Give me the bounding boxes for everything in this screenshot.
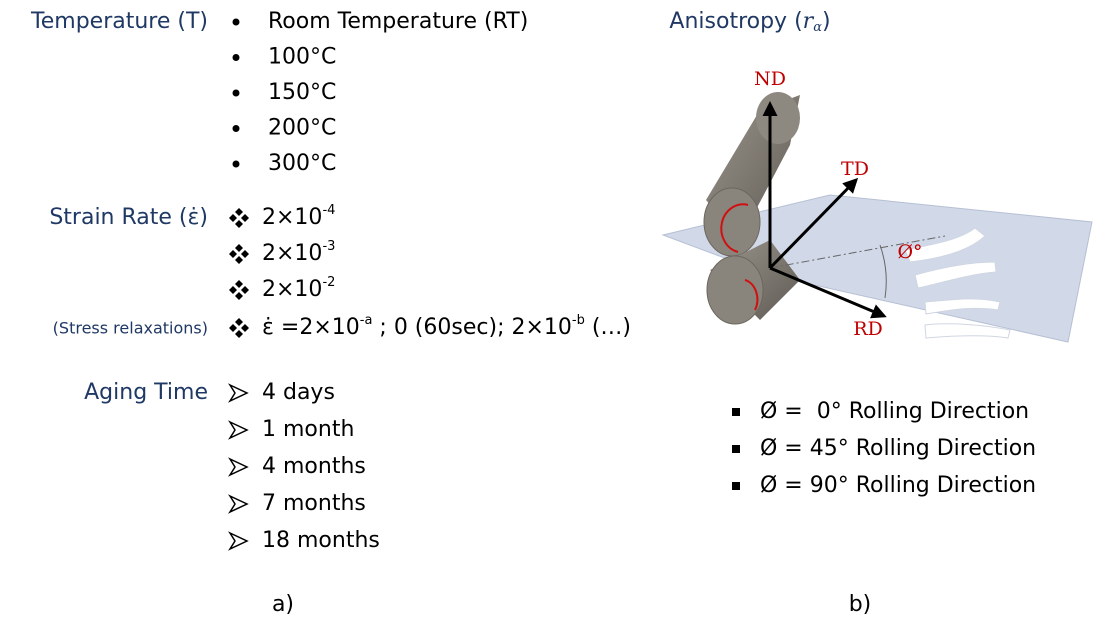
label: Temperature (T) [30, 9, 208, 34]
bullet [230, 385, 247, 401]
item-text: ; 0 (60sec); 2×10 [372, 315, 571, 340]
bullet [233, 19, 240, 26]
caption: b) [849, 592, 872, 617]
superscript: -2 [322, 275, 335, 290]
axis-label: TD [841, 158, 869, 180]
bullet [235, 208, 243, 216]
bullet [732, 482, 740, 490]
item: 200°C [268, 116, 336, 141]
item: Room Temperature (RT) [268, 9, 528, 34]
bullet [235, 330, 243, 338]
illustration [663, 92, 1092, 342]
bullet [233, 161, 240, 168]
superscript: -b [572, 313, 585, 328]
label: (Stress relaxations) [53, 319, 208, 338]
item: 2×10-2 [262, 275, 335, 303]
item: 100°C [268, 45, 336, 70]
item: Ø = 90° Rolling Direction [760, 473, 1036, 498]
title-text: ) [822, 9, 831, 34]
item-text: 2×10 [262, 277, 322, 302]
item: Ø = 45° Rolling Direction [760, 436, 1036, 461]
bullet [230, 496, 247, 512]
bullet [230, 422, 247, 438]
bullet [241, 286, 249, 294]
bullet [235, 220, 243, 228]
label: Aging Time [84, 380, 208, 405]
bullet [230, 459, 247, 475]
item: Ø = 0° Rolling Direction [760, 399, 1029, 424]
bullet [732, 408, 740, 416]
bullet [235, 280, 243, 288]
bullet [233, 90, 240, 97]
bullet [241, 250, 249, 258]
bullet [235, 292, 243, 300]
angle-label: Ø° [897, 241, 922, 263]
item-text: (…) [585, 315, 631, 340]
item-text: 2×10 [262, 205, 322, 230]
subscript: α [813, 20, 822, 35]
item: 4 days [262, 380, 335, 405]
bullet [233, 54, 240, 61]
item: 4 months [262, 454, 366, 479]
item: 1 month [262, 417, 354, 442]
item: 18 months [262, 528, 380, 553]
bullet [732, 445, 740, 453]
item-text: 2×10 [262, 241, 322, 266]
item: 150°C [268, 80, 336, 105]
bullet [229, 324, 237, 332]
superscript: -a [360, 313, 373, 328]
title-text: Anisotropy ( [669, 9, 802, 34]
axis-label: ND [754, 68, 786, 90]
item: 300°C [268, 151, 336, 176]
superscript: -3 [322, 239, 335, 254]
item: ε̇ =2×10-a ; 0 (60sec); 2×10-b (…) [262, 313, 631, 341]
bullet [229, 286, 237, 294]
bullet [241, 324, 249, 332]
bullet [229, 250, 237, 258]
bullet [241, 214, 249, 222]
figure: Temperature (T) Strain Rate (ε̇) (Stress… [0, 0, 1119, 623]
axis-label: RD [853, 318, 883, 340]
item: 2×10-4 [262, 203, 335, 231]
label: Strain Rate (ε̇) [49, 205, 208, 230]
item: 7 months [262, 491, 366, 516]
bullet [230, 533, 247, 549]
title: Anisotropy (rα) [669, 9, 830, 35]
bullet [235, 256, 243, 264]
item-text: ε̇ =2×10 [262, 315, 360, 340]
bullet [233, 125, 240, 132]
caption: a) [272, 592, 294, 617]
bullet [235, 244, 243, 252]
bullet [229, 214, 237, 222]
bullet [235, 318, 243, 326]
superscript: -4 [322, 203, 335, 218]
item: 2×10-3 [262, 239, 335, 267]
